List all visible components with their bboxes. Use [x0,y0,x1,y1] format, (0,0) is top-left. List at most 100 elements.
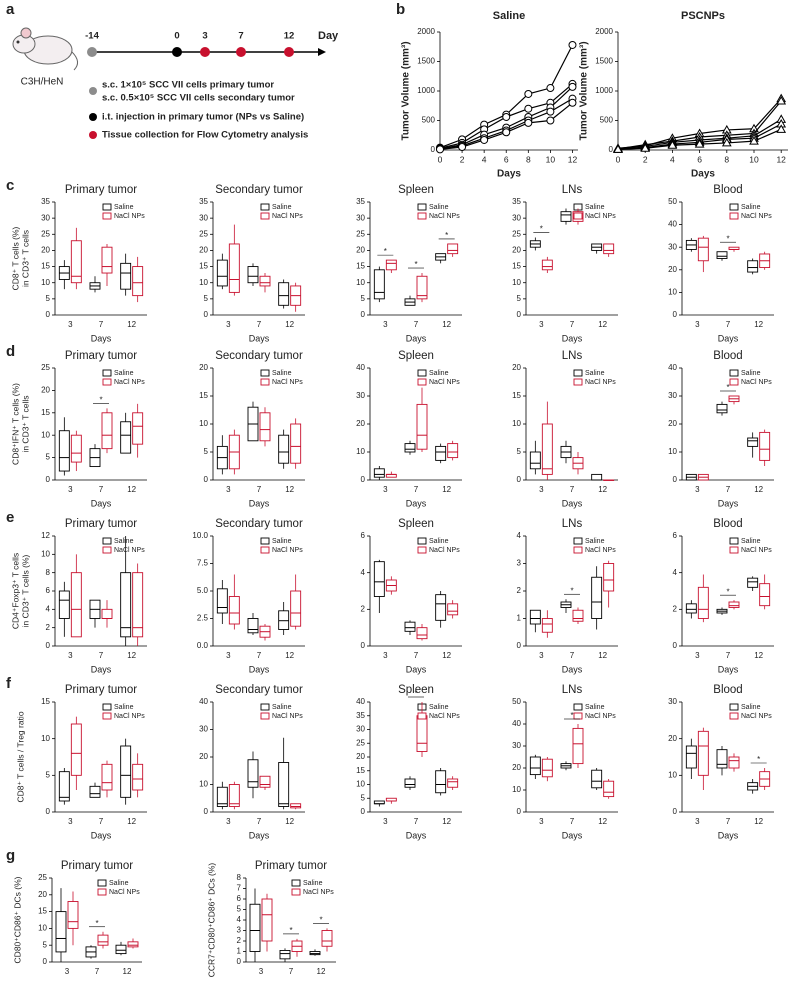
x-tick-label: 3 [539,651,544,660]
x-tick-label: 7 [257,485,262,494]
x-tick-label: 0 [438,154,443,164]
y-tick-label: 20 [356,419,365,428]
x-tick-label: 7 [726,817,731,826]
legend-label: Saline [114,204,134,211]
legend-text: s.c. 1×10⁵ SCC VII cells primary tumor [102,80,274,91]
box [716,749,728,769]
legend-dot [89,131,97,139]
x-axis-label: Days [562,498,583,508]
x-tick-label: 7 [414,817,419,826]
box [529,451,541,470]
legend-swatch [573,212,583,220]
y-tick-label: 30 [512,741,521,750]
x-tick-label: 7 [289,967,294,976]
y-tick-label: 0 [673,641,678,650]
legend-label: NaCl NPs [303,889,334,896]
y-tick-label: 500 [422,116,436,125]
box [572,727,584,765]
box [603,780,615,798]
legend-label: NaCl NPs [585,547,616,554]
y-tick-label: 25 [356,229,365,238]
box [435,594,447,621]
legend-label: Saline [109,880,129,887]
box [747,437,759,447]
x-tick-label: 7 [570,651,575,660]
y-tick-label: 1 [517,614,522,623]
y-tick-label: 0 [517,641,522,650]
legend-label: NaCl NPs [741,379,772,386]
x-axis-label: Days [406,664,427,674]
x-axis-label: Days [718,830,739,840]
legend-label: Saline [272,704,292,711]
legend-label: Saline [272,370,292,377]
x-axis-label: Days [562,333,583,343]
y-axis-label: Tumor Volume (mm³) [579,41,590,140]
y-tick-label: 2 [361,604,366,613]
x-tick-label: 7 [570,485,575,494]
box [373,561,385,597]
x-tick-label: 3 [68,817,73,826]
chart-title: PSCNPs [681,10,725,22]
legend-swatch [291,879,301,887]
box [290,803,302,809]
y-tick-label: 0 [609,145,614,154]
x-tick-label: 12 [285,651,294,660]
chart-title: Primary tumor [65,684,137,696]
x-tick-label: 10 [546,154,556,164]
box [67,901,79,929]
x-tick-label: 7 [257,320,262,329]
panel-label: e [6,509,14,526]
box [759,583,771,607]
x-tick-label: 12 [285,320,294,329]
y-tick-label: 0 [361,310,366,319]
legend-label: NaCl NPs [272,213,303,220]
x-axis-label: Days [406,333,427,343]
significance-label: * [757,755,760,764]
x-tick-label: 12 [442,485,451,494]
y-tick-label: 10.0 [192,531,208,540]
y-tick-label: 3 [517,559,522,568]
marker [546,116,555,125]
box [529,609,541,625]
x-tick-label: 12 [754,817,763,826]
y-axis-label: in CD3⁺ T cells (%) [20,555,30,628]
y-tick-label: 5 [46,453,51,462]
marker [546,84,555,93]
y-tick-label: 15 [199,262,208,271]
y-tick-label: 4 [517,531,522,540]
legend-swatch [102,703,112,711]
marker [524,89,533,98]
y-tick-label: 0 [673,475,678,484]
significance-label: * [570,586,573,595]
box [373,468,385,478]
significance-label: * [319,916,322,925]
y-tick-label: 30 [356,213,365,222]
box [101,246,113,274]
x-tick-label: 12 [123,967,132,976]
chart-title: Spleen [398,518,434,530]
box [447,603,459,616]
y-tick-label: 1500 [417,57,435,66]
box [228,784,240,807]
chart-title: Primary tumor [61,860,133,872]
y-axis-label: CD4⁺Foxp3⁺ T cells [10,553,20,629]
y-tick-label: 15 [38,907,47,916]
y-tick-label: 20 [41,386,50,395]
y-tick-label: 15 [41,262,50,271]
y-tick-label: 5 [43,940,48,949]
box [228,243,240,293]
box [216,588,228,614]
legend-label: Saline [585,370,605,377]
x-tick-label: 8 [724,154,729,164]
box [120,262,132,290]
legend-label: Saline [741,704,761,711]
y-tick-label: 0 [204,807,209,816]
box [321,930,333,947]
box [101,608,113,619]
legend-swatch [573,378,583,386]
y-tick-label: 20 [512,246,521,255]
legend-swatch [417,203,427,211]
y-tick-label: 5 [46,770,51,779]
x-tick-label: 12 [127,651,136,660]
y-tick-label: 0 [43,957,48,966]
